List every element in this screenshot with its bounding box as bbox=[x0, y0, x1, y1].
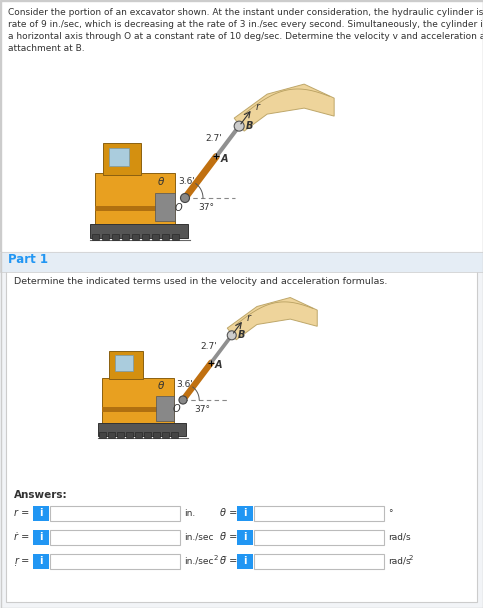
Bar bbox=[109, 148, 129, 166]
Text: Part 1: Part 1 bbox=[8, 253, 48, 266]
Bar bbox=[114, 355, 133, 371]
Bar bbox=[50, 554, 180, 569]
Bar bbox=[171, 432, 178, 438]
Text: attachment at B.: attachment at B. bbox=[8, 44, 85, 53]
Text: O: O bbox=[173, 404, 181, 414]
Bar bbox=[0, 0, 483, 252]
Bar bbox=[102, 234, 109, 240]
Bar bbox=[126, 432, 133, 438]
Text: Determine the indicated terms used in the velocity and acceleration formulas.: Determine the indicated terms used in th… bbox=[14, 277, 387, 286]
Bar bbox=[254, 554, 384, 569]
Bar bbox=[0, 252, 483, 272]
Text: 3.6': 3.6' bbox=[176, 381, 193, 389]
Bar bbox=[254, 530, 384, 545]
Bar bbox=[117, 432, 124, 438]
Text: ṙ =: ṙ = bbox=[14, 533, 29, 542]
Text: i: i bbox=[243, 533, 247, 542]
Bar bbox=[33, 506, 49, 521]
Bar bbox=[102, 407, 174, 412]
Text: rate of 9 in./sec, which is decreasing at the rate of 3 in./sec every second. Si: rate of 9 in./sec, which is decreasing a… bbox=[8, 20, 483, 29]
Bar bbox=[33, 554, 49, 569]
Text: B: B bbox=[238, 330, 245, 340]
Bar bbox=[99, 432, 106, 438]
Bar bbox=[132, 234, 139, 240]
Polygon shape bbox=[227, 297, 317, 340]
Text: i: i bbox=[39, 556, 43, 567]
Bar bbox=[95, 173, 175, 228]
Text: 37°: 37° bbox=[195, 404, 211, 413]
Polygon shape bbox=[234, 84, 334, 131]
Bar bbox=[254, 506, 384, 521]
Text: O: O bbox=[174, 203, 182, 213]
Text: in./sec: in./sec bbox=[184, 533, 213, 542]
Bar bbox=[156, 395, 174, 421]
Bar bbox=[108, 432, 114, 438]
Text: r: r bbox=[246, 313, 250, 323]
Bar bbox=[152, 234, 159, 240]
Bar bbox=[153, 432, 159, 438]
Bar bbox=[237, 530, 253, 545]
Circle shape bbox=[234, 121, 244, 131]
Text: rad/s: rad/s bbox=[388, 557, 411, 566]
Text: in./sec: in./sec bbox=[184, 557, 213, 566]
Text: in.: in. bbox=[184, 509, 195, 518]
Text: A: A bbox=[220, 154, 228, 165]
Bar bbox=[6, 270, 477, 602]
Bar bbox=[90, 224, 188, 238]
Circle shape bbox=[181, 193, 189, 202]
Text: r =: r = bbox=[14, 508, 29, 519]
Circle shape bbox=[179, 396, 187, 404]
Text: 2.7': 2.7' bbox=[200, 342, 217, 351]
Text: i: i bbox=[243, 508, 247, 519]
Text: ṛ =: ṛ = bbox=[14, 556, 29, 567]
Bar bbox=[122, 234, 129, 240]
Bar bbox=[112, 234, 119, 240]
Bar bbox=[144, 432, 151, 438]
Text: θ: θ bbox=[158, 381, 165, 390]
Text: 2: 2 bbox=[213, 554, 218, 561]
Text: i: i bbox=[39, 533, 43, 542]
Text: θ̇ =: θ̇ = bbox=[220, 533, 237, 542]
Text: B: B bbox=[246, 121, 254, 131]
Bar bbox=[103, 143, 141, 175]
Text: Answers:: Answers: bbox=[14, 490, 68, 500]
Bar bbox=[0, 252, 483, 608]
Bar bbox=[50, 506, 180, 521]
Bar bbox=[92, 234, 99, 240]
Bar bbox=[135, 432, 142, 438]
Text: a horizontal axis through O at a constant rate of 10 deg/sec. Determine the velo: a horizontal axis through O at a constan… bbox=[8, 32, 483, 41]
Bar bbox=[33, 530, 49, 545]
Bar bbox=[237, 554, 253, 569]
Text: rad/s: rad/s bbox=[388, 533, 411, 542]
Text: i: i bbox=[243, 556, 247, 567]
Text: 3.6': 3.6' bbox=[178, 177, 195, 185]
Bar bbox=[95, 206, 175, 211]
Bar bbox=[162, 432, 169, 438]
Text: i: i bbox=[39, 508, 43, 519]
Text: r: r bbox=[256, 102, 259, 111]
Circle shape bbox=[227, 331, 236, 340]
Text: θ =: θ = bbox=[220, 508, 237, 519]
Text: A: A bbox=[215, 361, 222, 370]
Bar bbox=[109, 350, 143, 379]
Text: 37°: 37° bbox=[198, 203, 214, 212]
Bar bbox=[237, 506, 253, 521]
Text: 2: 2 bbox=[409, 554, 413, 561]
Bar bbox=[98, 423, 185, 436]
Text: θ̈ =: θ̈ = bbox=[220, 556, 237, 567]
Bar bbox=[162, 234, 169, 240]
Text: °: ° bbox=[388, 509, 393, 518]
Bar bbox=[155, 193, 175, 221]
Bar bbox=[50, 530, 180, 545]
Text: θ: θ bbox=[158, 177, 164, 187]
Text: 2.7': 2.7' bbox=[205, 134, 222, 143]
Bar bbox=[172, 234, 179, 240]
Bar bbox=[102, 378, 174, 427]
Text: Consider the portion of an excavator shown. At the instant under consideration, : Consider the portion of an excavator sho… bbox=[8, 8, 483, 17]
Bar bbox=[142, 234, 149, 240]
